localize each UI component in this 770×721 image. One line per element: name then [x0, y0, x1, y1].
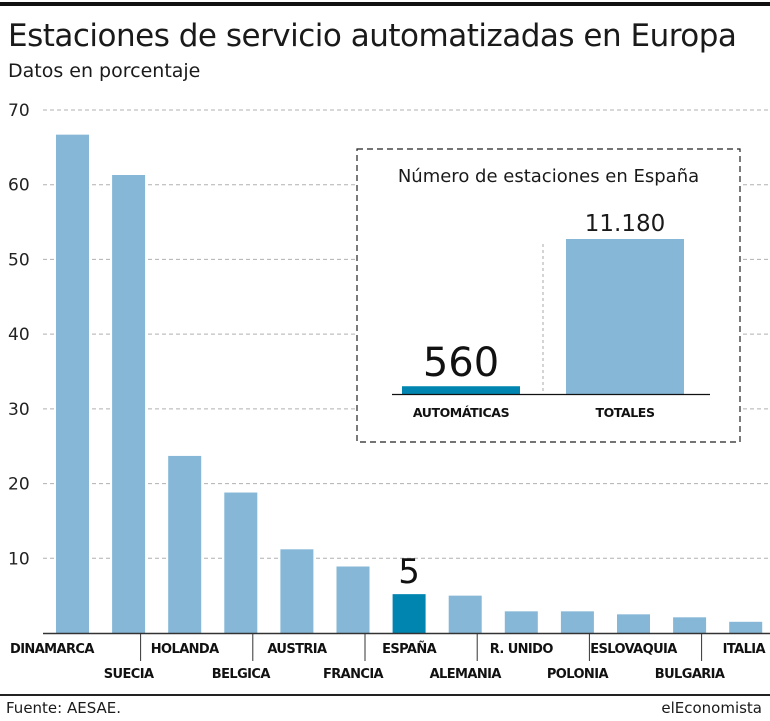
x-tick-label: BULGARIA [655, 667, 725, 682]
x-tick-label: ITALIA [723, 642, 766, 657]
inset-category-label: TOTALES [595, 405, 654, 420]
y-tick-label: 60 [8, 176, 30, 196]
x-axis-labels: DINAMARCA SUECIA HOLANDA BELGICA AUSTRIA FRAN… [10, 641, 766, 682]
bar-alemania [448, 595, 482, 633]
inset-chart: Número de estaciones en España 560 AUTOMÁT… [356, 148, 741, 443]
x-tick-label: POLONIA [547, 667, 609, 682]
y-tick-label: 30 [8, 400, 30, 420]
annotations: 5 [398, 552, 420, 592]
inset-value-label: 560 [423, 340, 499, 386]
value-annotation: 5 [398, 552, 420, 592]
bottom-rule [0, 694, 770, 696]
bar-eslovaquia [617, 614, 650, 633]
y-tick-label: 50 [8, 250, 30, 270]
inset-category-label: AUTOMÁTICAS [413, 405, 510, 420]
bar-bulgaria [673, 617, 707, 633]
bar-polonia [560, 611, 594, 633]
y-tick-label: 70 [8, 101, 30, 121]
bar-belgica [224, 492, 258, 633]
x-tick-label: SUECIA [104, 667, 154, 682]
inset-bar-totales [566, 239, 684, 394]
x-axis [43, 632, 770, 661]
bar-suecia [112, 175, 146, 633]
y-tick-label: 40 [8, 325, 30, 345]
bar-francia [336, 566, 370, 633]
inset-title: Número de estaciones en España [398, 166, 699, 187]
x-tick-label: ESPAÑA [382, 641, 437, 657]
bars [56, 134, 763, 634]
inset-value-label: 11.180 [585, 211, 665, 237]
bar-austria [280, 549, 314, 633]
bar-holanda [168, 455, 202, 633]
bar-italia [729, 621, 763, 633]
y-axis-ticks: 10 20 30 40 50 60 70 [8, 101, 30, 569]
x-tick-label: R. UNIDO [490, 642, 554, 657]
chart-title: Estaciones de servicio automatizadas en … [8, 18, 737, 54]
x-tick-label: AUSTRIA [267, 642, 327, 657]
y-tick-label: 20 [8, 475, 30, 495]
bar-r-unido [504, 611, 538, 633]
top-rule [0, 2, 770, 6]
source-note: Fuente: AESAE. [6, 699, 122, 717]
y-tick-label: 10 [8, 549, 30, 569]
inset-bar-automáticas [402, 386, 520, 394]
x-tick-label: ALEMANIA [430, 667, 502, 682]
x-tick-label: FRANCIA [323, 667, 384, 682]
bar-dinamarca [56, 134, 89, 634]
bar-españa [392, 594, 426, 633]
chart-subtitle: Datos en porcentaje [8, 60, 201, 82]
x-tick-label: BELGICA [212, 667, 271, 682]
x-tick-label: HOLANDA [151, 642, 219, 657]
x-tick-label: ESLOVAQUIA [590, 642, 677, 657]
brand-logo: elEconomista [661, 699, 762, 717]
x-tick-label: DINAMARCA [10, 642, 94, 657]
